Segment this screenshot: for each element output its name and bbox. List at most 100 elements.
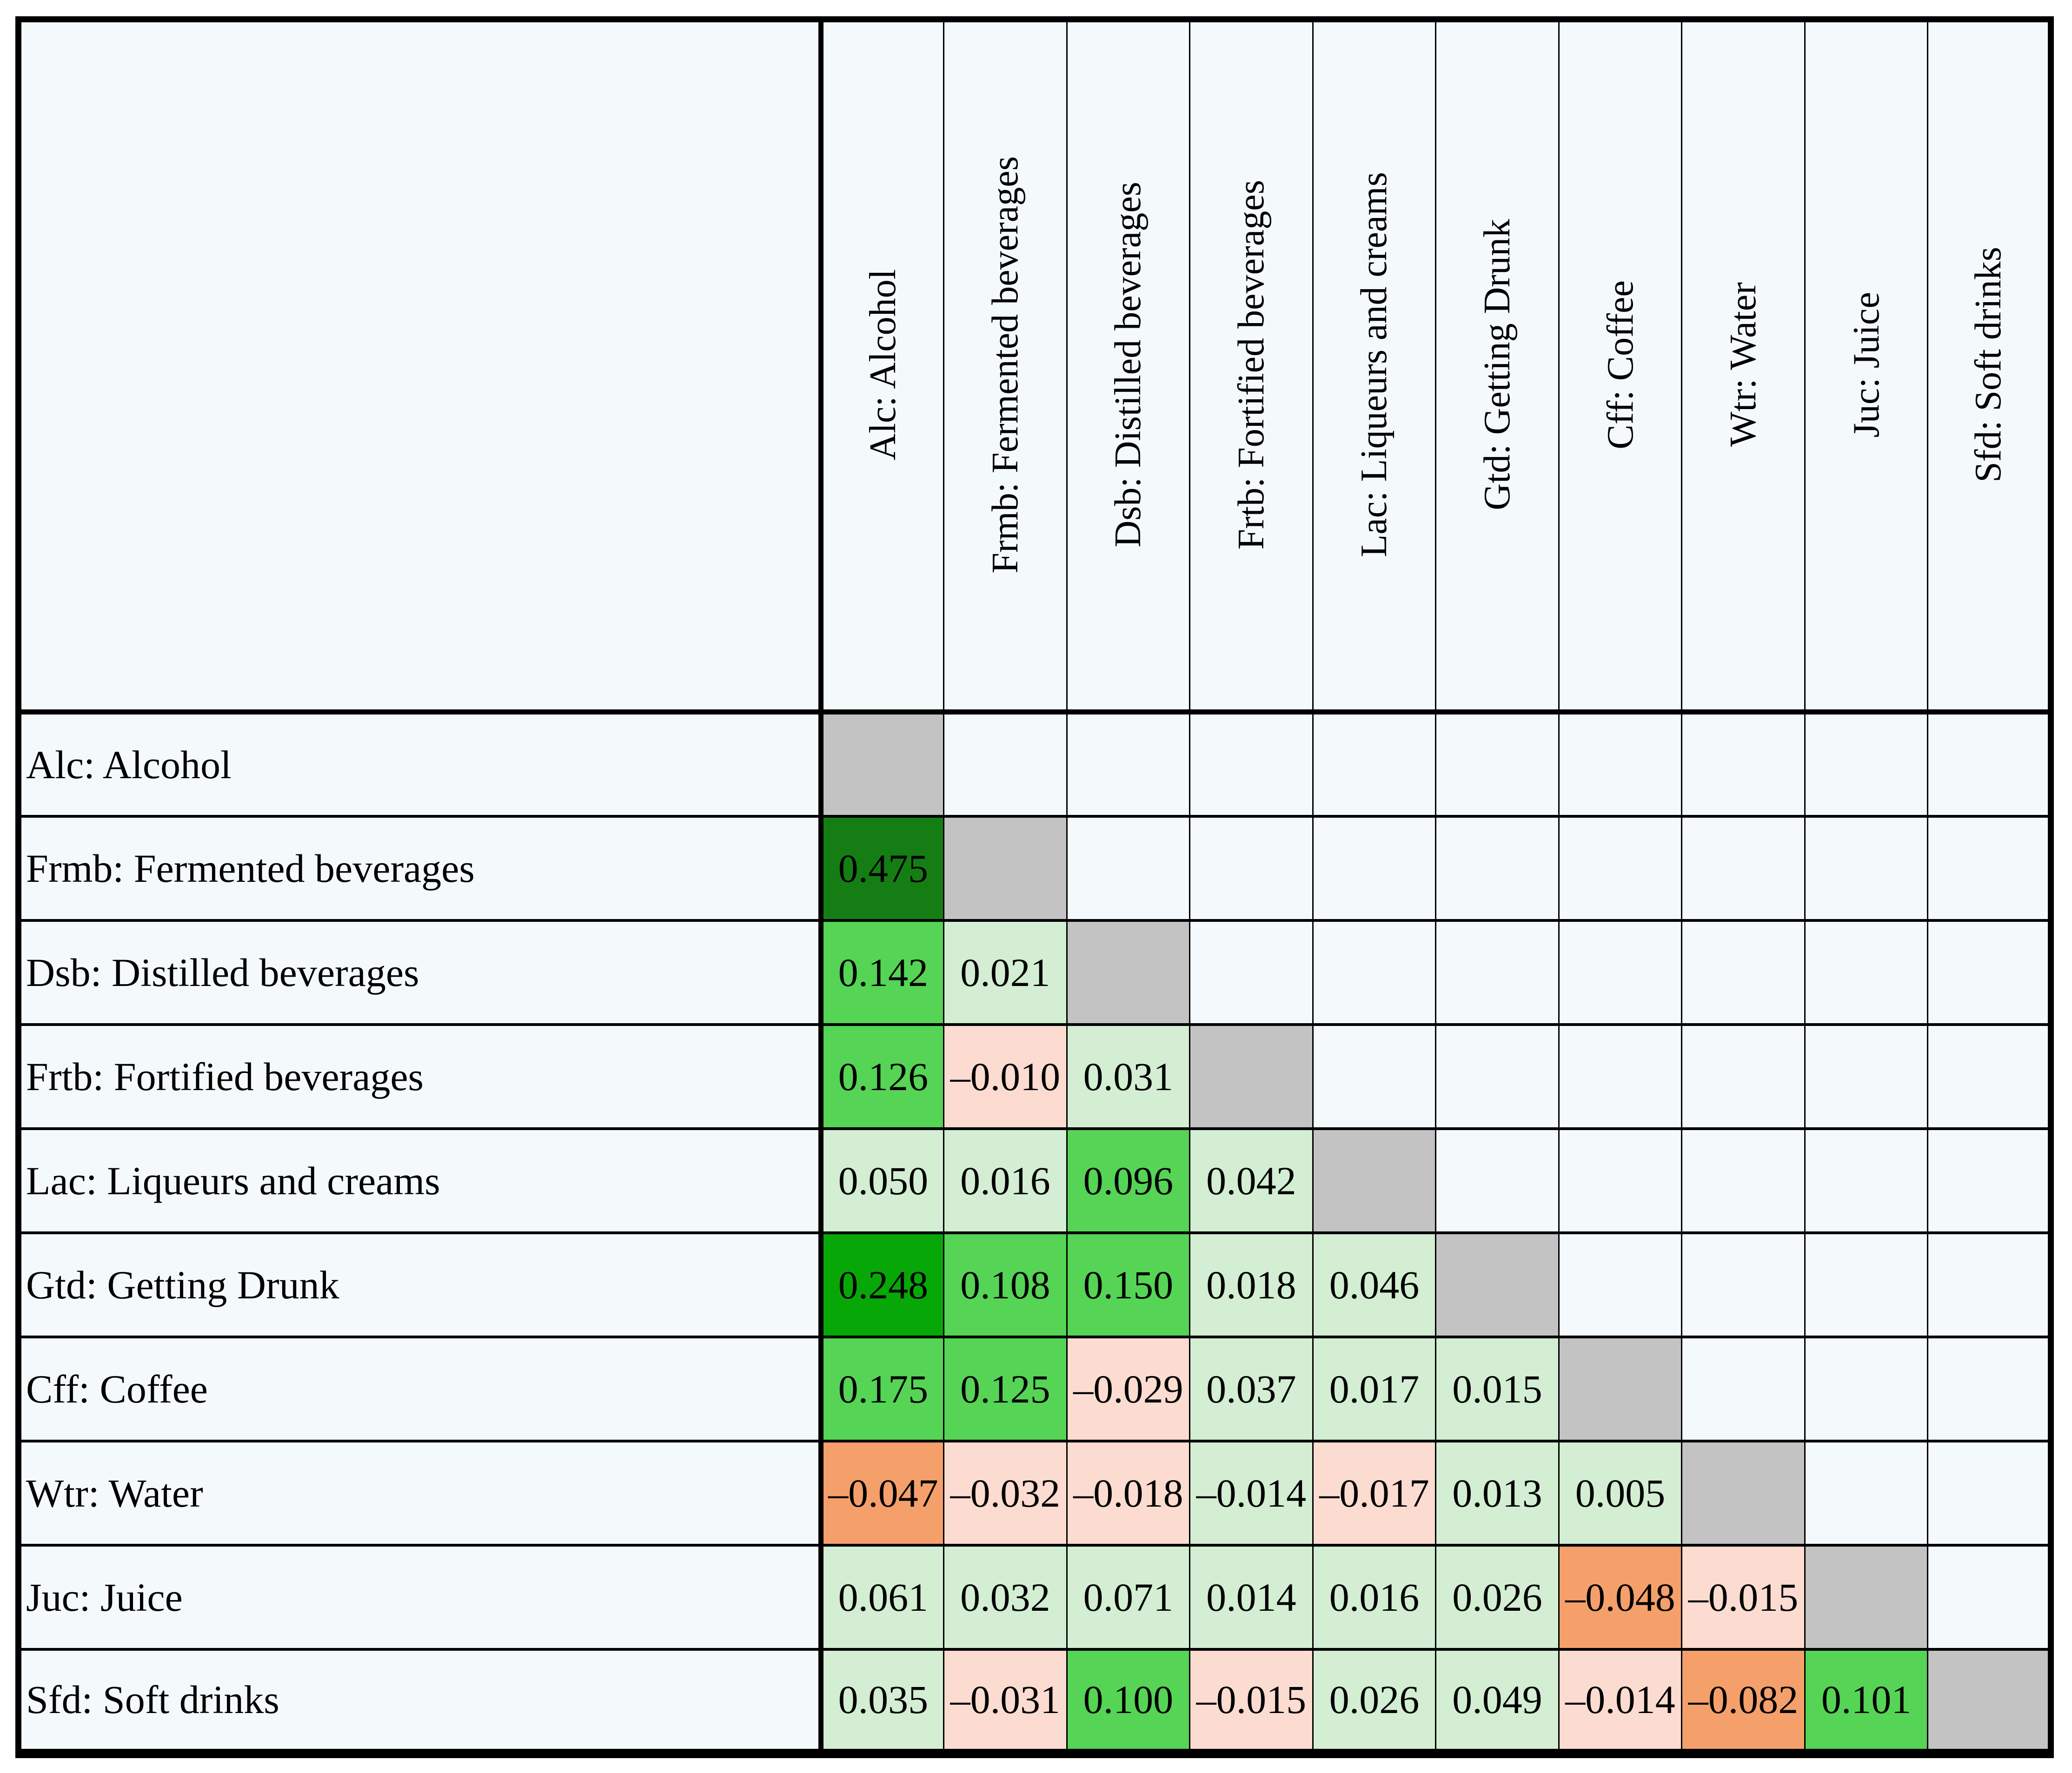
row-label: Alc: Alcohol (18, 710, 823, 818)
diagonal-cell (1558, 1335, 1683, 1442)
empty-cell (1066, 710, 1191, 818)
row-label: Juc: Juice (18, 1543, 823, 1651)
empty-cell (1927, 1231, 2052, 1338)
matrix-value-cell: 0.248 (820, 1231, 945, 1338)
empty-cell (1558, 710, 1683, 818)
matrix-value-cell: –0.082 (1681, 1647, 1806, 1755)
matrix-value-cell: 0.096 (1066, 1127, 1191, 1234)
empty-cell (1804, 814, 1929, 922)
column-header-label: Wtr: Water (1723, 282, 1764, 447)
empty-cell (1927, 1127, 2052, 1234)
matrix-value-cell: –0.017 (1312, 1439, 1437, 1547)
empty-cell (1681, 1335, 1806, 1442)
empty-cell (1312, 710, 1437, 818)
matrix-value-cell: 0.014 (1189, 1543, 1314, 1651)
matrix-value-cell: 0.100 (1066, 1647, 1191, 1755)
matrix-value-cell: 0.046 (1312, 1231, 1437, 1338)
empty-cell (1681, 1023, 1806, 1130)
empty-cell (1927, 1439, 2052, 1547)
matrix-value-cell: –0.015 (1681, 1543, 1806, 1651)
diagonal-cell (1927, 1647, 2052, 1755)
matrix-value-cell: 0.015 (1435, 1335, 1560, 1442)
matrix-value-cell: –0.029 (1066, 1335, 1191, 1442)
diagonal-cell (1681, 1439, 1806, 1547)
column-header-label: Frtb: Fortified beverages (1230, 179, 1272, 550)
table-row: Frtb: Fortified beverages 0.126 –0.010 0.03… (18, 1023, 2052, 1130)
column-header-label: Cff: Coffee (1600, 280, 1641, 450)
matrix-value-cell: –0.032 (943, 1439, 1068, 1547)
matrix-value-cell: 0.126 (820, 1023, 945, 1130)
column-header-row: Alc: Alcohol Frmb: Fermented beverages Dsb… (18, 18, 2052, 714)
matrix-value-cell: 0.035 (820, 1647, 945, 1755)
column-header-label: Sfd: Soft drinks (1967, 247, 2009, 483)
empty-cell (1927, 710, 2052, 818)
column-header-label: Lac: Liqueurs and creams (1354, 172, 1395, 557)
matrix-value-cell: 0.016 (1312, 1543, 1437, 1651)
empty-cell (1804, 919, 1929, 1026)
empty-cell (1189, 814, 1314, 922)
column-header: Frtb: Fortified beverages (1189, 18, 1314, 714)
table-row: Gtd: Getting Drunk 0.248 0.108 0.150 0.018 0.… (18, 1231, 2052, 1338)
column-header: Wtr: Water (1681, 18, 1806, 714)
column-header: Juc: Juice (1804, 18, 1929, 714)
empty-cell (1927, 814, 2052, 922)
matrix-value-cell: 0.101 (1804, 1647, 1929, 1755)
table-row: Wtr: Water –0.047 –0.032 –0.018 –0.014 –0.017… (18, 1439, 2052, 1547)
empty-cell (1558, 1231, 1683, 1338)
matrix-value-cell: –0.031 (943, 1647, 1068, 1755)
empty-cell (1312, 814, 1437, 922)
diagonal-cell (1189, 1023, 1314, 1130)
empty-cell (1435, 1127, 1560, 1234)
matrix-value-cell: 0.125 (943, 1335, 1068, 1442)
empty-cell (1435, 710, 1560, 818)
row-label: Sfd: Soft drinks (18, 1647, 823, 1755)
column-header-label: Frmb: Fermented beverages (984, 156, 1026, 574)
empty-cell (1804, 1127, 1929, 1234)
column-header: Lac: Liqueurs and creams (1312, 18, 1437, 714)
table-row: Lac: Liqueurs and creams 0.050 0.016 0.096 0… (18, 1127, 2052, 1234)
matrix-value-cell: 0.142 (820, 919, 945, 1026)
table-row: Juc: Juice 0.061 0.032 0.071 0.014 0.016 0.026… (18, 1543, 2052, 1651)
matrix-value-cell: 0.017 (1312, 1335, 1437, 1442)
matrix-value-cell: 0.150 (1066, 1231, 1191, 1338)
matrix-value-cell: 0.042 (1189, 1127, 1314, 1234)
empty-cell (1558, 814, 1683, 922)
empty-cell (1927, 1335, 2052, 1442)
matrix-value-cell: –0.010 (943, 1023, 1068, 1130)
diagonal-cell (1066, 919, 1191, 1026)
column-header: Alc: Alcohol (820, 18, 945, 714)
row-label: Frmb: Fermented beverages (18, 814, 823, 922)
matrix-value-cell: 0.071 (1066, 1543, 1191, 1651)
column-header: Sfd: Soft drinks (1927, 18, 2052, 714)
empty-cell (1804, 1335, 1929, 1442)
column-header-label: Alc: Alcohol (863, 269, 904, 461)
row-label: Dsb: Distilled beverages (18, 919, 823, 1026)
column-header: Cff: Coffee (1558, 18, 1683, 714)
empty-cell (1558, 919, 1683, 1026)
diagonal-cell (1435, 1231, 1560, 1338)
matrix-value-cell: –0.018 (1066, 1439, 1191, 1547)
column-header: Gtd: Getting Drunk (1435, 18, 1560, 714)
diagonal-cell (943, 814, 1068, 922)
diagonal-cell (1804, 1543, 1929, 1651)
matrix-value-cell: 0.032 (943, 1543, 1068, 1651)
empty-cell (1681, 814, 1806, 922)
matrix-value-cell: 0.026 (1435, 1543, 1560, 1651)
empty-cell (1435, 1023, 1560, 1130)
empty-cell (1927, 1543, 2052, 1651)
column-header: Frmb: Fermented beverages (943, 18, 1068, 714)
matrix-value-cell: 0.016 (943, 1127, 1068, 1234)
empty-cell (1804, 1231, 1929, 1338)
row-label: Wtr: Water (18, 1439, 823, 1547)
matrix-value-cell: 0.175 (820, 1335, 945, 1442)
table-row: Sfd: Soft drinks 0.035 –0.031 0.100 –0.015 0.… (18, 1647, 2052, 1755)
empty-cell (1435, 919, 1560, 1026)
empty-cell (943, 710, 1068, 818)
empty-cell (1927, 1023, 2052, 1130)
matrix-value-cell: –0.047 (820, 1439, 945, 1547)
matrix-value-cell: 0.026 (1312, 1647, 1437, 1755)
table-row: Dsb: Distilled beverages 0.142 0.021 (18, 919, 2052, 1026)
table-row: Frmb: Fermented beverages 0.475 (18, 814, 2052, 922)
empty-cell (1189, 919, 1314, 1026)
empty-cell (1312, 1023, 1437, 1130)
